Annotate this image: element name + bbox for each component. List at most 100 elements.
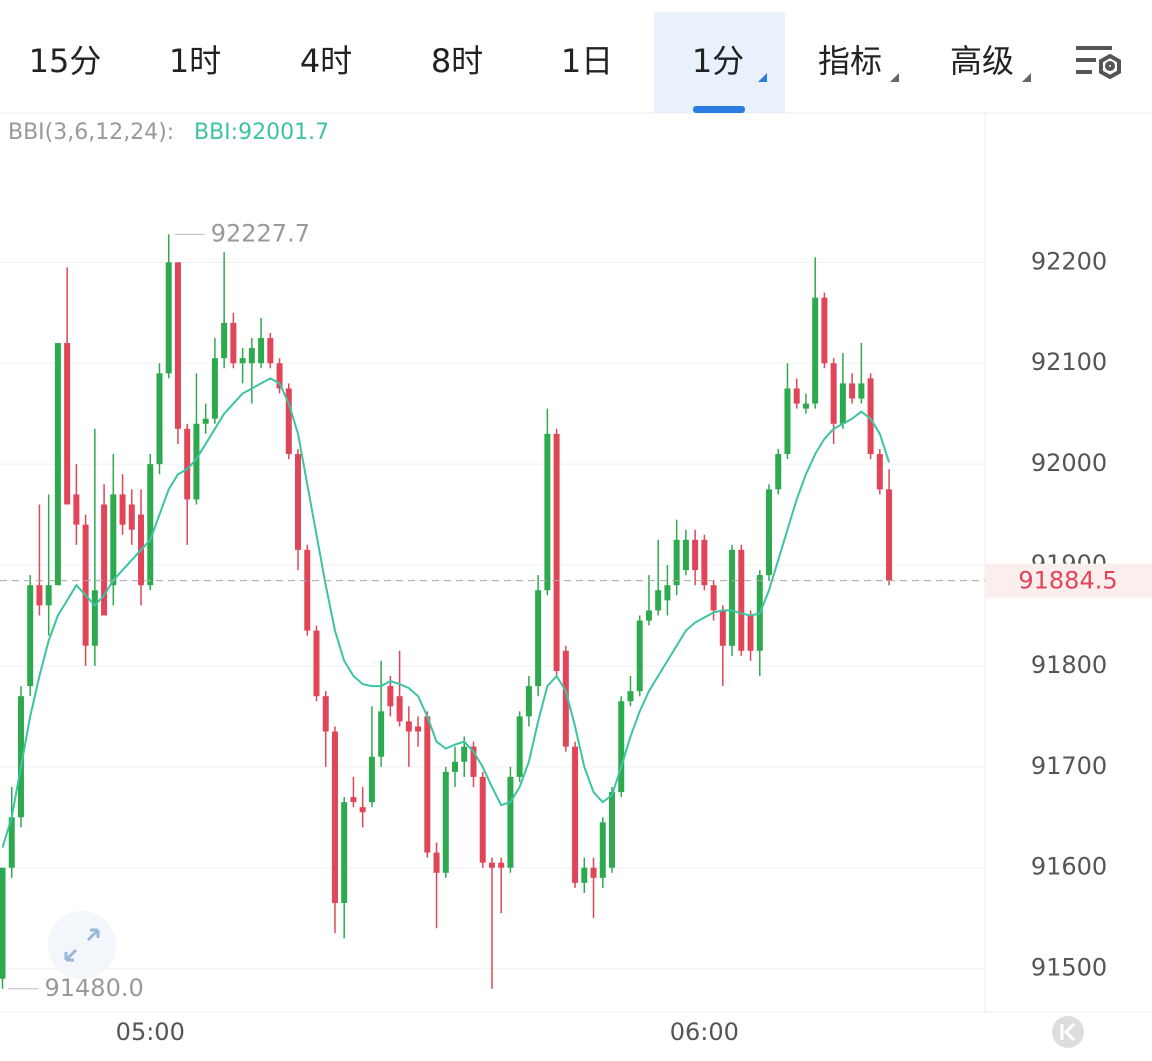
candle-body [525,686,532,717]
candle-body [91,590,98,646]
candle-body [276,363,283,389]
candle-body [350,797,357,803]
candle-body [202,418,209,424]
candle-body [230,322,237,364]
candle-body [886,489,893,581]
dropdown-arrow [1022,73,1031,82]
candle-body [636,620,643,692]
candle-body [415,726,422,732]
x-tick-label: 05:00 [116,1018,185,1046]
candle-body [590,867,597,878]
candle-body [304,549,311,631]
y-tick-label: 92000 [1031,449,1107,477]
expand-button[interactable] [48,911,116,979]
candle-body [802,403,809,409]
tab[interactable]: 指标 [818,42,882,80]
tab[interactable]: 15分 [29,42,102,80]
candle-body [812,297,819,404]
tab[interactable]: 4时 [300,42,352,80]
candle-body [655,590,662,611]
min-label: 91480.0 [45,974,144,1002]
active-tab-indicator [693,106,745,113]
candle-body [719,610,726,646]
candle-body [193,423,200,500]
candle-body [258,338,265,364]
candle-body [424,716,431,853]
candle-body [184,428,191,500]
candle-body [830,363,837,424]
candle-body [165,262,172,374]
candle-body [295,454,302,550]
candle-body [572,746,579,883]
candle-body [775,454,782,490]
y-tick-label: 91700 [1031,752,1107,780]
candle-body [673,539,680,586]
candle-body [839,383,846,424]
candle-body [54,343,61,586]
y-tick-label: 92100 [1031,348,1107,376]
candle-body [313,630,320,697]
candle-body [119,494,126,525]
candle-body [267,338,274,364]
candle-body [27,585,34,687]
candle-body [452,761,459,772]
bbi-name: BBI(3,6,12,24): [8,120,174,145]
tab[interactable]: 8时 [431,42,483,80]
y-tick-label: 91500 [1031,954,1107,982]
candle-body [405,721,412,732]
tab[interactable]: 1分 [692,42,744,80]
candle-body [322,696,329,732]
candle-body [581,867,588,883]
candle-body [784,388,791,455]
settings-icon[interactable] [1076,46,1121,80]
candle-body [682,539,689,571]
candle-body [766,489,773,576]
candle-body [285,388,292,455]
y-tick-label: 92200 [1031,247,1107,275]
last-price-box [985,563,1152,598]
candle-body [82,524,89,646]
candle-body [562,650,569,747]
max-label: 92227.7 [211,219,310,247]
candle-body [174,262,181,429]
scroll-start-button[interactable] [1052,1016,1084,1048]
candle-body [470,746,477,777]
candle-body [110,494,117,586]
candle-body [544,433,551,591]
candle-body [710,585,717,611]
y-tick-label: 91800 [1031,651,1107,679]
tab[interactable]: 高级 [950,42,1014,80]
candle-body [101,504,108,616]
candle-body [618,701,625,793]
candle-body [821,297,828,364]
y-tick-label: 91600 [1031,853,1107,881]
candle-body [627,691,634,702]
candle-body [738,549,745,651]
candle-body [331,731,338,904]
x-tick-label: 06:00 [670,1018,739,1046]
candle-body [507,776,514,868]
candle-body [8,817,15,868]
tab[interactable]: 1时 [169,42,221,80]
candle-body [867,378,874,455]
candle-body [147,464,154,586]
candle-body [221,322,228,359]
candle-body [729,549,736,646]
candle-body [858,383,865,399]
candle-body [849,383,856,399]
candle-body [359,807,366,813]
dropdown-arrow [758,73,767,82]
candle-body [156,373,163,465]
candle-body [793,388,800,404]
candle-body [701,539,708,586]
candle-body [645,610,652,621]
bbi-value: BBI:92001.7 [194,120,329,145]
candle-body [0,867,6,979]
candle-body [378,711,385,757]
tab[interactable]: 1日 [561,42,613,80]
candle-body [341,802,348,904]
candle-body [396,696,403,722]
candle-body [36,585,43,606]
candle-body [747,615,754,651]
